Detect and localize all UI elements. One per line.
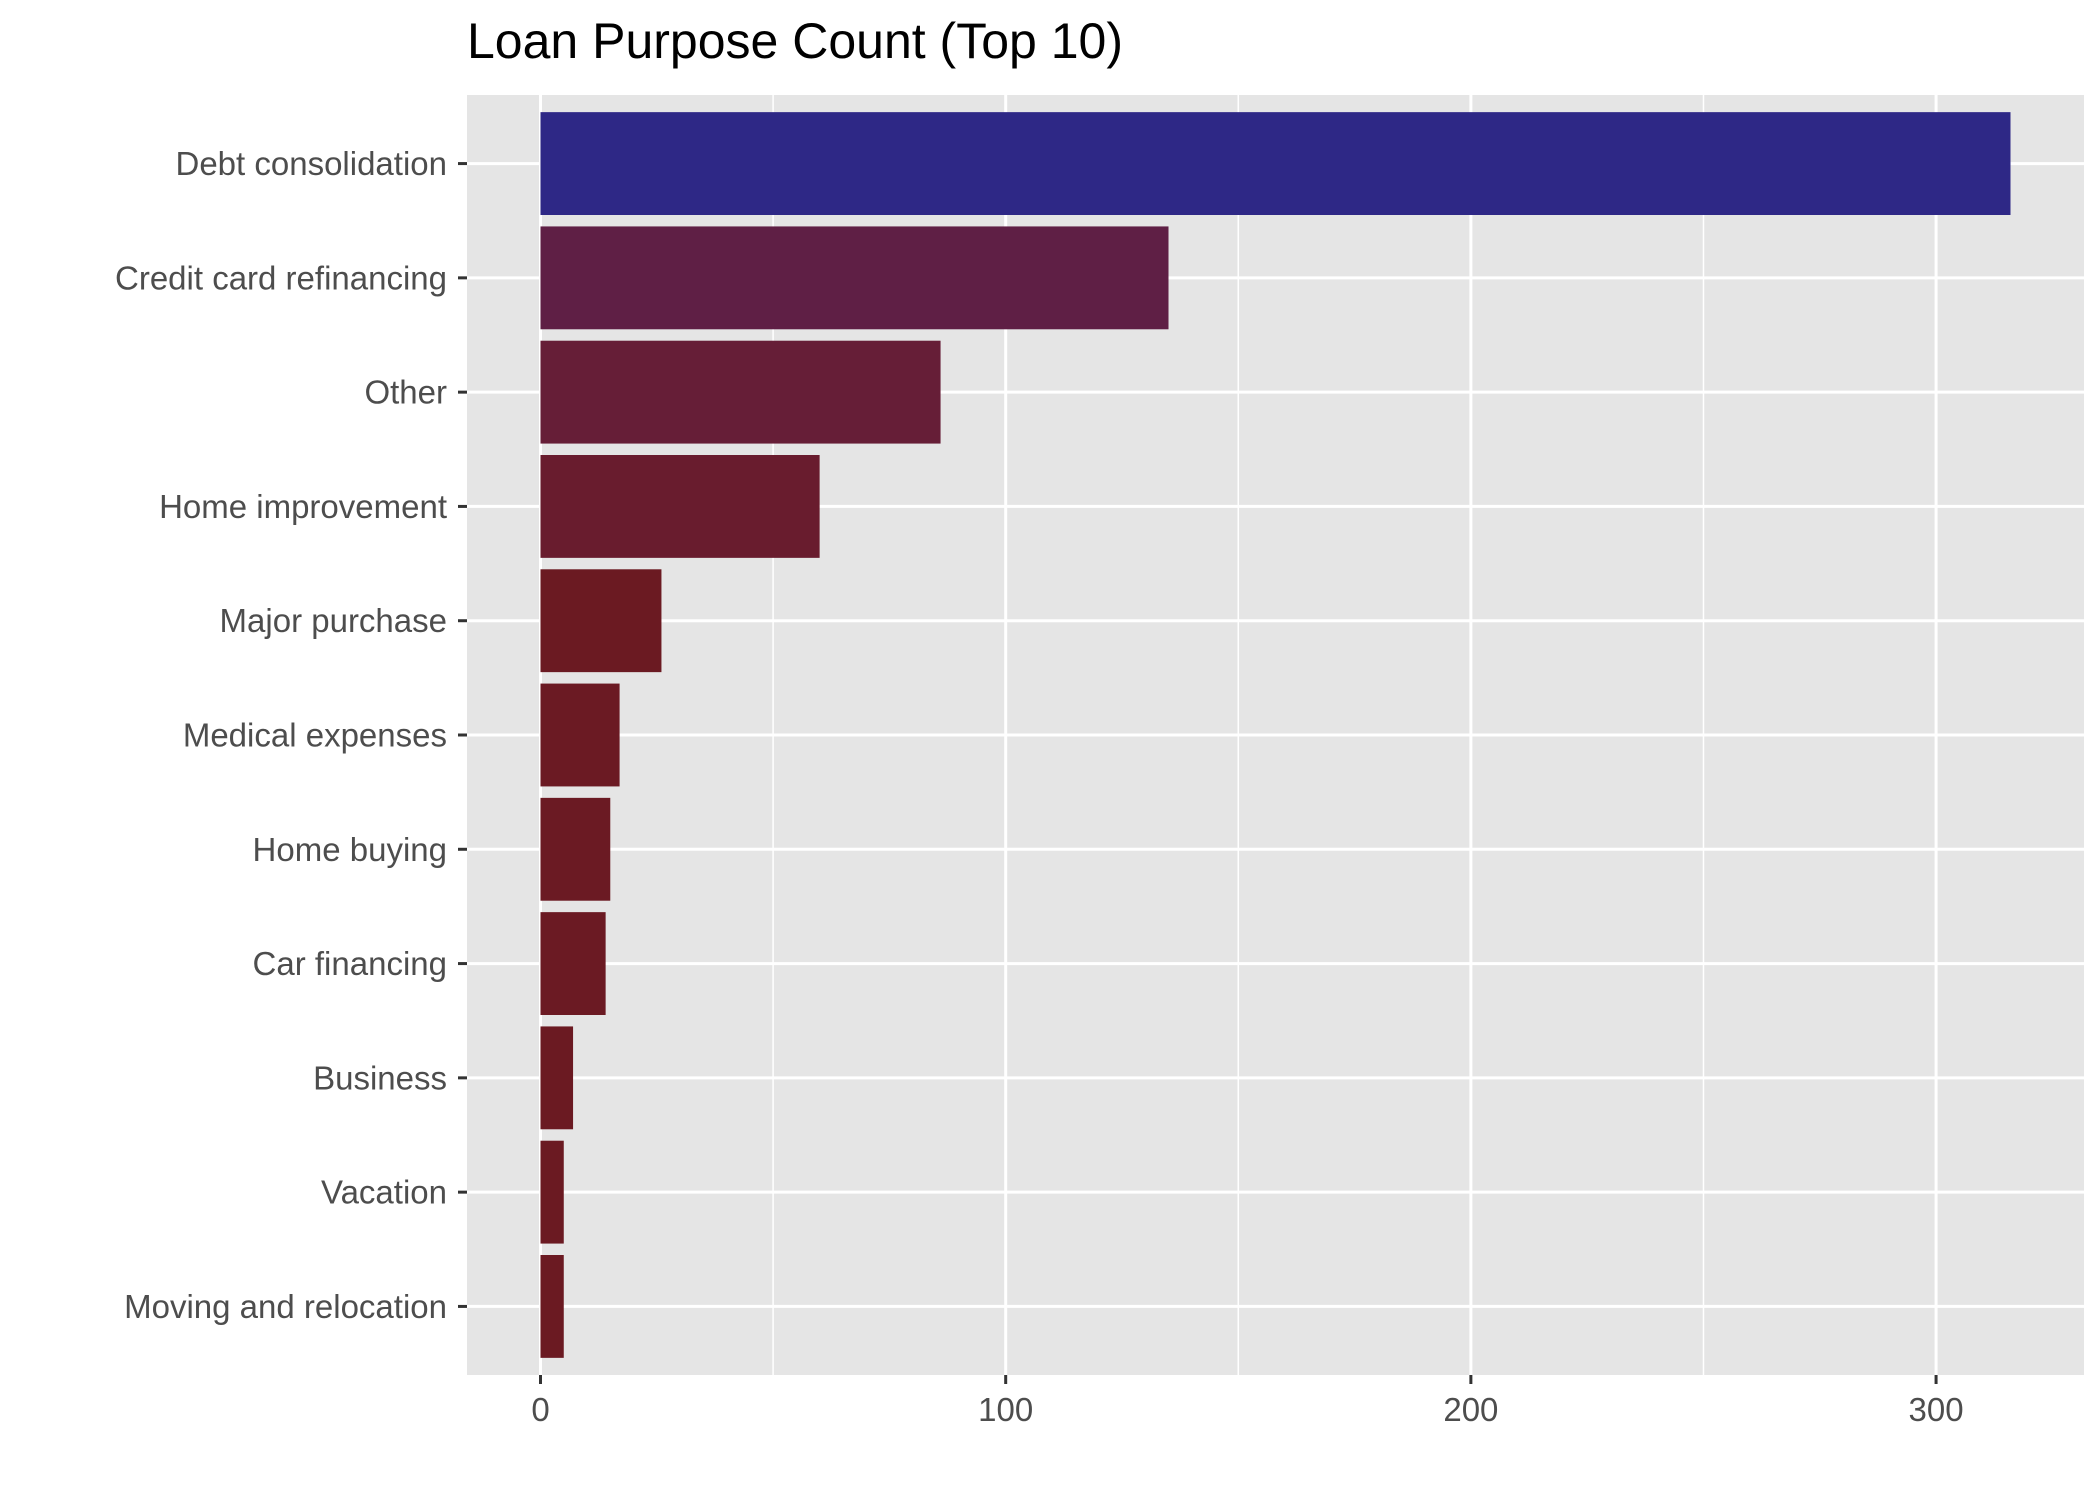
bar — [540, 455, 820, 558]
bar — [540, 226, 1169, 330]
y-tick-label: Medical expenses — [183, 717, 447, 754]
y-tick-label: Business — [313, 1059, 447, 1096]
x-tick-label: 100 — [978, 1391, 1033, 1428]
y-tick-label: Debt consolidation — [175, 145, 447, 182]
y-tick-label: Other — [364, 374, 447, 411]
bar — [540, 797, 611, 901]
x-axis: 0 100 200 300 — [531, 1375, 1964, 1428]
bars — [540, 112, 2011, 1358]
bar — [540, 340, 941, 444]
bar — [540, 912, 606, 1015]
x-tick-label: 200 — [1443, 1391, 1498, 1428]
y-tick-label: Home buying — [253, 831, 447, 868]
y-tick-label: Moving and relocation — [124, 1288, 447, 1325]
bar — [540, 1255, 564, 1358]
y-tick-label: Car financing — [253, 945, 447, 982]
x-tick-label: 0 — [531, 1391, 549, 1428]
y-tick-label: Credit card refinancing — [115, 259, 447, 296]
bar — [540, 1026, 574, 1130]
bar — [540, 683, 620, 787]
y-tick-label: Vacation — [321, 1174, 447, 1211]
x-tick-label: 300 — [1909, 1391, 1964, 1428]
y-axis: Debt consolidation Credit card refinancin… — [115, 145, 467, 1325]
bar — [540, 1140, 564, 1244]
y-tick-label: Home improvement — [159, 488, 447, 525]
chart-title: Loan Purpose Count (Top 10) — [467, 13, 1123, 69]
bar — [540, 569, 662, 673]
y-tick-label: Major purchase — [220, 602, 447, 639]
bar — [540, 112, 2011, 215]
